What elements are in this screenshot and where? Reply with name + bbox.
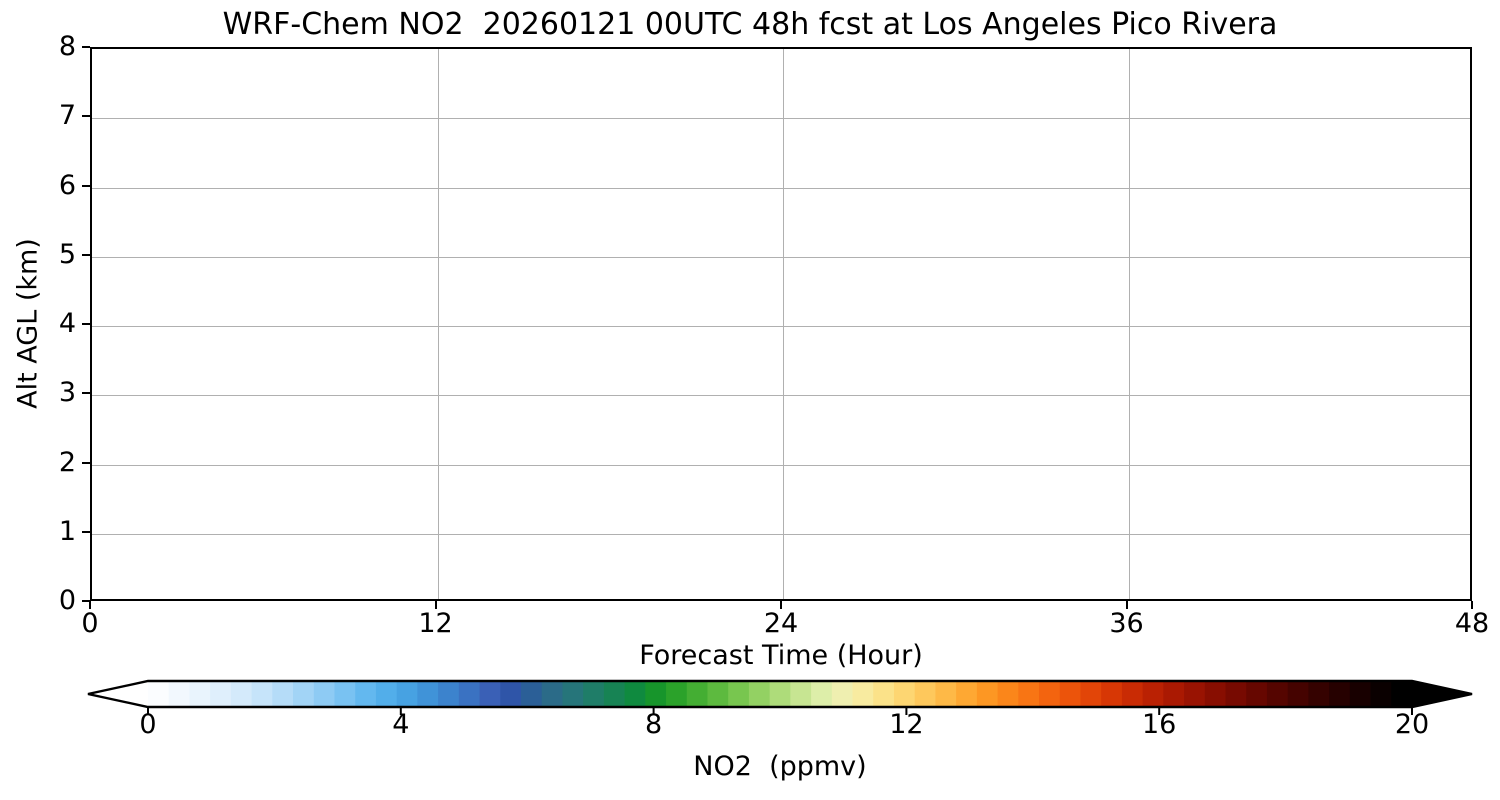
- x-tick-mark: [89, 601, 91, 609]
- colorbar-band: [811, 681, 833, 707]
- colorbar-band: [831, 681, 854, 707]
- y-tick-mark: [82, 46, 90, 48]
- colorbar-band: [707, 681, 729, 707]
- colorbar-band: [769, 681, 791, 707]
- colorbar-band: [645, 681, 667, 707]
- colorbar-band: [541, 681, 564, 707]
- colorbar-band: [479, 681, 501, 707]
- colorbar-band: [1204, 681, 1227, 707]
- x-tick-label: 0: [81, 608, 99, 639]
- colorbar-band: [168, 681, 191, 707]
- colorbar-band: [873, 681, 895, 707]
- x-tick-mark: [1471, 601, 1473, 609]
- page-title: WRF-Chem NO2 20260121 00UTC 48h fcst at …: [222, 7, 1278, 42]
- y-tick-mark: [82, 530, 90, 533]
- x-tick-label: 24: [763, 608, 799, 639]
- y-tick-label: 8: [58, 31, 76, 62]
- colorbar-band: [1349, 681, 1372, 707]
- colorbar-band: [748, 681, 771, 707]
- colorbar-band: [852, 681, 874, 707]
- colorbar-band: [1039, 681, 1061, 707]
- colorbar-band: [230, 681, 253, 707]
- colorbar-band: [148, 681, 170, 707]
- colorbar-band: [935, 681, 957, 707]
- colorbar-band: [1329, 681, 1351, 707]
- colorbar-band: [458, 681, 481, 707]
- colorbar-band: [210, 681, 232, 707]
- y-tick-mark: [82, 184, 90, 187]
- y-tick-label: 1: [58, 515, 76, 547]
- y-tick-mark: [82, 392, 90, 395]
- y-tick-label: 6: [58, 169, 76, 201]
- y-tick-label: 0: [58, 585, 76, 616]
- colorbar-band: [1101, 681, 1123, 707]
- x-tick-mark: [434, 601, 437, 609]
- colorbar-band: [1018, 681, 1040, 707]
- colorbar-band: [313, 681, 336, 707]
- colorbar-band: [251, 681, 273, 707]
- y-tick-mark: [82, 323, 90, 325]
- colorbar-band: [893, 681, 916, 707]
- x-tick-mark: [780, 601, 782, 609]
- colorbar-band: [1391, 681, 1413, 707]
- y-tick-label: 5: [58, 238, 76, 270]
- colorbar-band: [355, 681, 377, 707]
- colorbar-band: [334, 681, 356, 707]
- x-tick-label: 48: [1454, 608, 1490, 639]
- colorbar-band: [1184, 681, 1206, 707]
- colorbar-band: [1080, 681, 1102, 707]
- y-tick-label: 2: [58, 446, 76, 478]
- x-tick-label: 36: [1109, 608, 1144, 639]
- y-tick-label: 4: [58, 308, 76, 339]
- colorbar-extend-left-icon: [88, 681, 148, 707]
- colorbar-band: [1308, 681, 1330, 707]
- y-tick-mark: [82, 115, 90, 118]
- colorbar-band: [520, 681, 543, 707]
- colorbar-band: [686, 681, 709, 707]
- y-tick-mark: [82, 600, 90, 602]
- colorbar-band: [956, 681, 978, 707]
- colorbar-band: [417, 681, 439, 707]
- colorbar-band: [1142, 681, 1164, 707]
- colorbar-band: [790, 681, 812, 707]
- colorbar-band: [728, 681, 750, 707]
- colorbar-band: [500, 681, 522, 707]
- colorbar-band: [1121, 681, 1144, 707]
- colorbar-band: [666, 681, 688, 707]
- colorbar-band: [1059, 681, 1082, 707]
- x-axis-label: Forecast Time (Hour): [639, 640, 923, 671]
- colorbar-band: [375, 681, 398, 707]
- colorbar-band: [1225, 681, 1247, 707]
- colorbar-band: [272, 681, 294, 707]
- colorbar-band: [603, 681, 626, 707]
- colorbar-band: [997, 681, 1019, 707]
- colorbar-band: [1246, 681, 1268, 707]
- y-tick-mark: [82, 461, 90, 464]
- y-tick-label: 3: [58, 377, 76, 409]
- colorbar-band: [1163, 681, 1185, 707]
- colorbar-band: [189, 681, 211, 707]
- colorbar-band: [562, 681, 584, 707]
- colorbar-band: [976, 681, 999, 707]
- x-tick-label: 12: [418, 608, 453, 639]
- y-tick-mark: [82, 253, 90, 256]
- y-tick-label: 7: [58, 100, 76, 132]
- colorbar-band: [624, 681, 646, 707]
- colorbar-extend-right-icon: [1412, 681, 1472, 707]
- colorbar-band: [438, 681, 460, 707]
- colorbar-band: [1266, 681, 1289, 707]
- colorbar-band: [396, 681, 418, 707]
- colorbar-band: [1287, 681, 1309, 707]
- x-tick-mark: [1125, 601, 1128, 609]
- colorbar-band: [583, 681, 605, 707]
- colorbar-band: [914, 681, 937, 707]
- colorbar-band: [1370, 681, 1392, 707]
- colorbar-band: [293, 681, 315, 707]
